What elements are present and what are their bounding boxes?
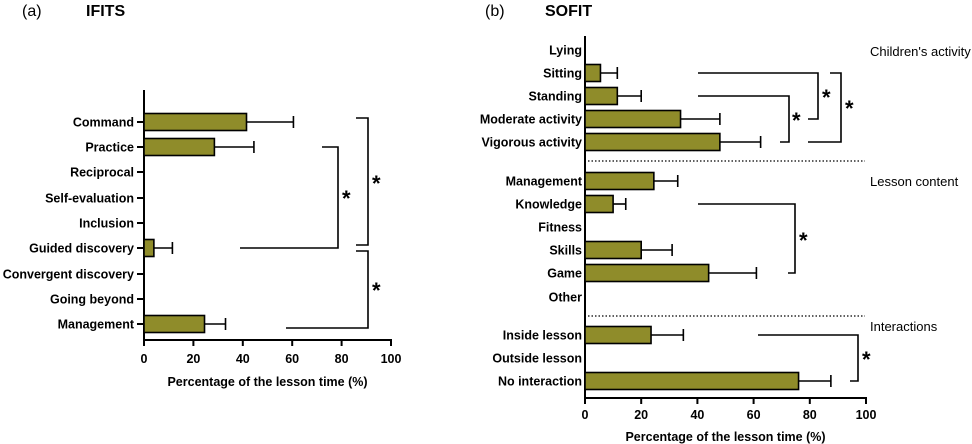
bar — [143, 137, 216, 157]
category-label: Vigorous activity — [482, 136, 583, 150]
category-label: Knowledge — [515, 198, 582, 212]
significance-star: * — [862, 347, 871, 372]
category-label: Lying — [549, 44, 582, 58]
bar — [143, 112, 248, 132]
category-label: Sitting — [543, 67, 582, 81]
category-label: Moderate activity — [480, 113, 582, 127]
group-label: Interactions — [870, 319, 938, 334]
category-label: Inside lesson — [503, 329, 582, 343]
significance-star: * — [799, 228, 808, 253]
panel-label: (a) — [22, 3, 42, 20]
significance-bracket — [698, 95, 790, 143]
significance-bracket — [698, 203, 796, 274]
x-axis-label: Percentage of the lesson time (%) — [625, 430, 825, 444]
category-label: Skills — [549, 244, 582, 258]
significance-star: * — [372, 278, 381, 303]
x-tick-label: 100 — [381, 352, 402, 366]
bar — [584, 194, 614, 214]
significance-bracket — [808, 72, 842, 143]
category-label: Guided discovery — [29, 242, 134, 256]
significance-bracket — [356, 117, 369, 246]
bar — [584, 371, 800, 391]
x-tick-label: 80 — [335, 352, 349, 366]
significance-star: * — [342, 186, 351, 211]
category-label: Other — [549, 291, 582, 305]
x-tick-label: 20 — [634, 408, 648, 422]
x-tick-label: 20 — [186, 352, 200, 366]
x-tick-label: 60 — [285, 352, 299, 366]
significance-star: * — [792, 108, 801, 133]
x-tick-label: 40 — [690, 408, 704, 422]
bar — [143, 314, 206, 334]
bar — [584, 132, 721, 152]
x-tick-label: 100 — [856, 408, 877, 422]
category-label: Outside lesson — [492, 352, 582, 366]
category-label: No interaction — [498, 375, 582, 389]
category-label: Management — [58, 318, 135, 332]
category-label: Going beyond — [50, 293, 134, 307]
x-tick-label: 0 — [141, 352, 148, 366]
category-label: Convergent discovery — [3, 268, 134, 282]
category-label: Practice — [85, 141, 134, 155]
significance-bracket — [698, 72, 819, 120]
x-tick-label: 0 — [582, 408, 589, 422]
significance-star: * — [845, 96, 854, 121]
category-label: Inclusion — [79, 217, 134, 231]
significance-star: * — [822, 85, 831, 110]
category-label: Standing — [529, 90, 582, 104]
x-tick-label: 60 — [747, 408, 761, 422]
category-label: Reciprocal — [70, 166, 134, 180]
category-label: Game — [547, 267, 582, 281]
x-tick-label: 80 — [803, 408, 817, 422]
group-label: Lesson content — [870, 174, 959, 189]
panel-label: (b) — [485, 3, 505, 20]
bar — [584, 240, 643, 260]
panel-title: SOFIT — [545, 3, 592, 20]
significance-star: * — [372, 171, 381, 196]
significance-bracket — [286, 250, 369, 329]
bar — [584, 171, 655, 191]
significance-bracket — [240, 146, 339, 249]
category-label: Fitness — [538, 221, 582, 235]
bar — [584, 263, 710, 283]
bar — [584, 325, 652, 345]
bar — [584, 109, 682, 129]
bar — [143, 238, 155, 258]
bar — [584, 86, 619, 106]
category-label: Command — [73, 116, 134, 130]
significance-bracket — [758, 334, 859, 382]
category-label: Management — [506, 175, 583, 189]
x-tick-label: 40 — [236, 352, 250, 366]
panel-title: IFITS — [86, 3, 125, 20]
category-label: Self-evaluation — [45, 192, 134, 206]
group-label: Children's activity — [870, 44, 971, 59]
x-axis-label: Percentage of the lesson time (%) — [167, 375, 367, 389]
bar — [584, 63, 602, 83]
